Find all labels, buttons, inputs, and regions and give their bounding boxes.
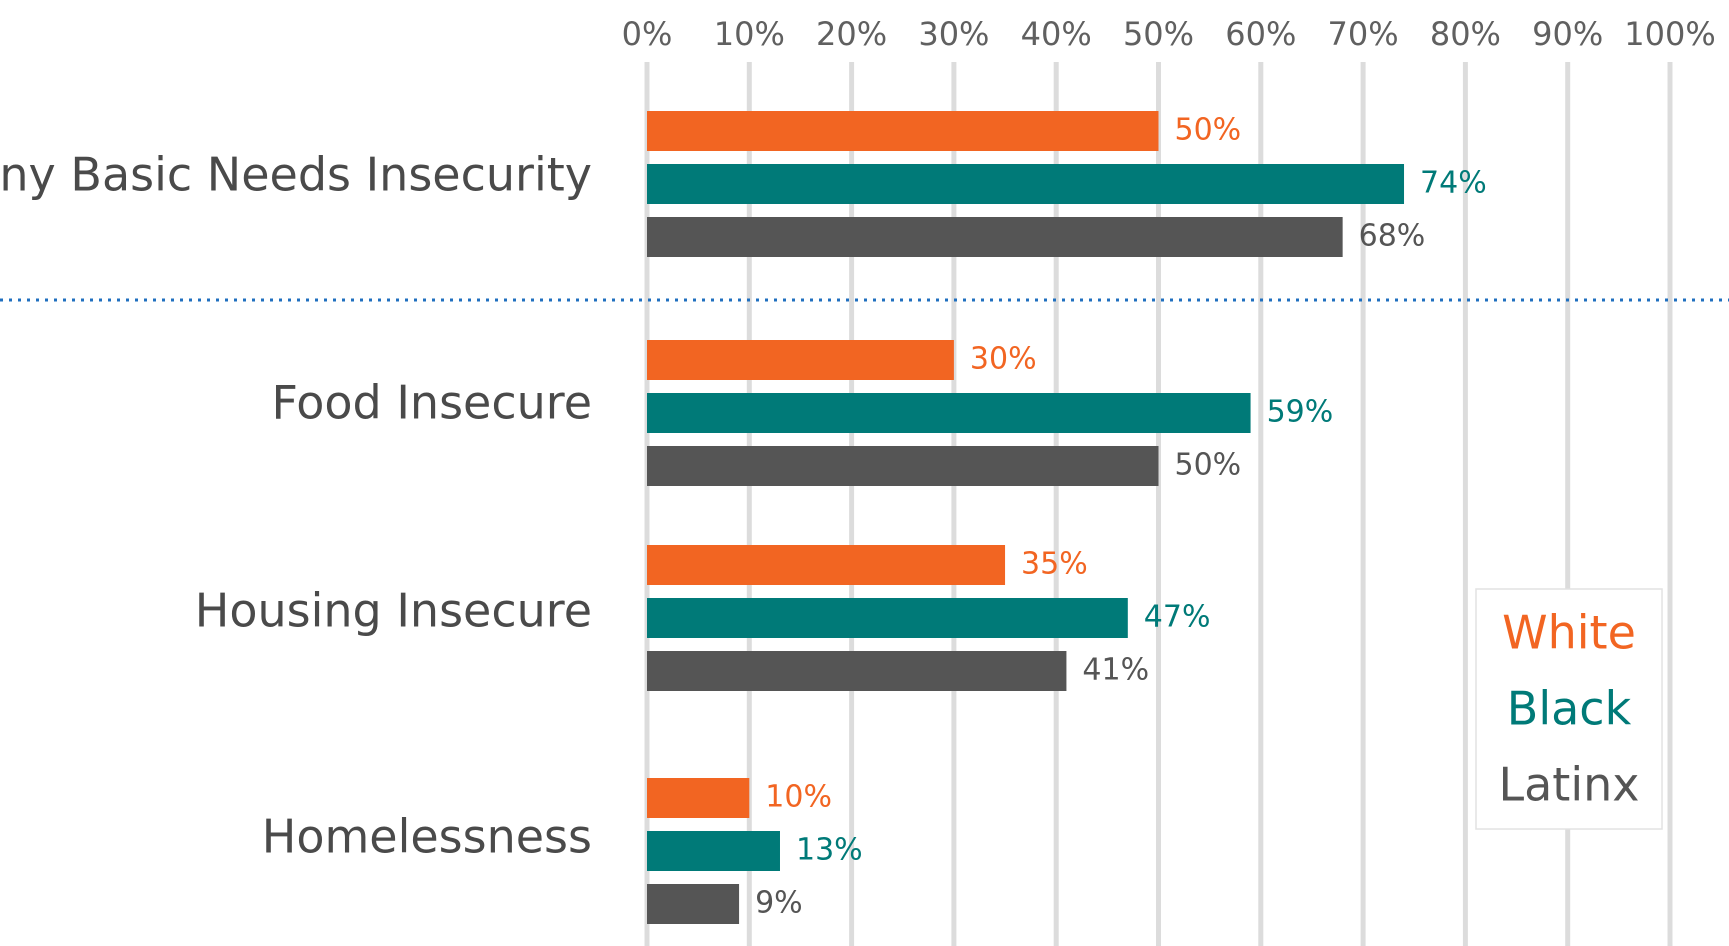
bar-white-any-basic-needs-insecurity <box>647 111 1159 151</box>
tick-label-40: 40% <box>1021 15 1092 53</box>
tick-label-50: 50% <box>1123 15 1194 53</box>
data-label-latinx-homelessness: 9% <box>755 886 803 921</box>
data-label-black-food-insecure: 59% <box>1267 395 1334 430</box>
bar-white-food-insecure <box>647 340 954 380</box>
category-label-housing-insecure: Housing Insecure <box>195 584 592 638</box>
category-labels: Any Basic Needs Insecurity Food Insecure H… <box>0 148 592 864</box>
category-label-homelessness: Homelessness <box>262 810 592 864</box>
legend-box <box>1475 588 1663 830</box>
bar-black-any-basic-needs-insecurity <box>647 164 1405 204</box>
tick-label-60: 60% <box>1225 15 1296 53</box>
tick-label-100: 100% <box>1624 15 1715 53</box>
bar-latinx-homelessness <box>647 884 740 924</box>
data-label-black-housing-insecure: 47% <box>1144 600 1211 635</box>
bar-black-housing-insecure <box>647 598 1128 638</box>
category-label-any-basic-needs-insecurity: Any Basic Needs Insecurity <box>0 148 592 202</box>
tick-label-10: 10% <box>714 15 785 53</box>
data-label-white-housing-insecure: 35% <box>1021 547 1088 582</box>
bar-white-homelessness <box>647 778 750 818</box>
bar-black-homelessness <box>647 831 780 871</box>
legend: White Black Latinx <box>1475 588 1663 830</box>
data-label-latinx-any-basic-needs-insecurity: 68% <box>1359 219 1426 254</box>
data-label-black-any-basic-needs-insecurity: 74% <box>1420 166 1487 201</box>
x-axis-ticks: 0% 10% 20% 30% 40% 50% 60% 70% 80% 90% 100% <box>622 15 1716 53</box>
data-label-black-homelessness: 13% <box>796 833 863 868</box>
bar-white-housing-insecure <box>647 545 1006 585</box>
bar-latinx-housing-insecure <box>647 651 1067 691</box>
legend-entry-black: Black <box>1507 682 1632 736</box>
data-label-white-homelessness: 10% <box>765 780 832 815</box>
legend-entry-latinx: Latinx <box>1498 758 1639 812</box>
tick-label-30: 30% <box>918 15 989 53</box>
category-label-food-insecure: Food Insecure <box>271 376 592 430</box>
tick-label-80: 80% <box>1430 15 1501 53</box>
data-label-white-any-basic-needs-insecurity: 50% <box>1175 113 1242 148</box>
data-label-latinx-housing-insecure: 41% <box>1082 653 1149 688</box>
data-label-white-food-insecure: 30% <box>970 342 1037 377</box>
tick-label-20: 20% <box>816 15 887 53</box>
bar-latinx-any-basic-needs-insecurity <box>647 217 1343 257</box>
bar-latinx-food-insecure <box>647 446 1159 486</box>
data-label-latinx-food-insecure: 50% <box>1175 448 1242 483</box>
bars: 50% 74% 68% 30% 59% 50% 35% 47% 41% 10% 13% 9% <box>647 111 1487 924</box>
tick-label-90: 90% <box>1532 15 1603 53</box>
bar-black-food-insecure <box>647 393 1251 433</box>
tick-label-70: 70% <box>1328 15 1399 53</box>
tick-label-0: 0% <box>622 15 673 53</box>
legend-entry-white: White <box>1502 606 1636 660</box>
